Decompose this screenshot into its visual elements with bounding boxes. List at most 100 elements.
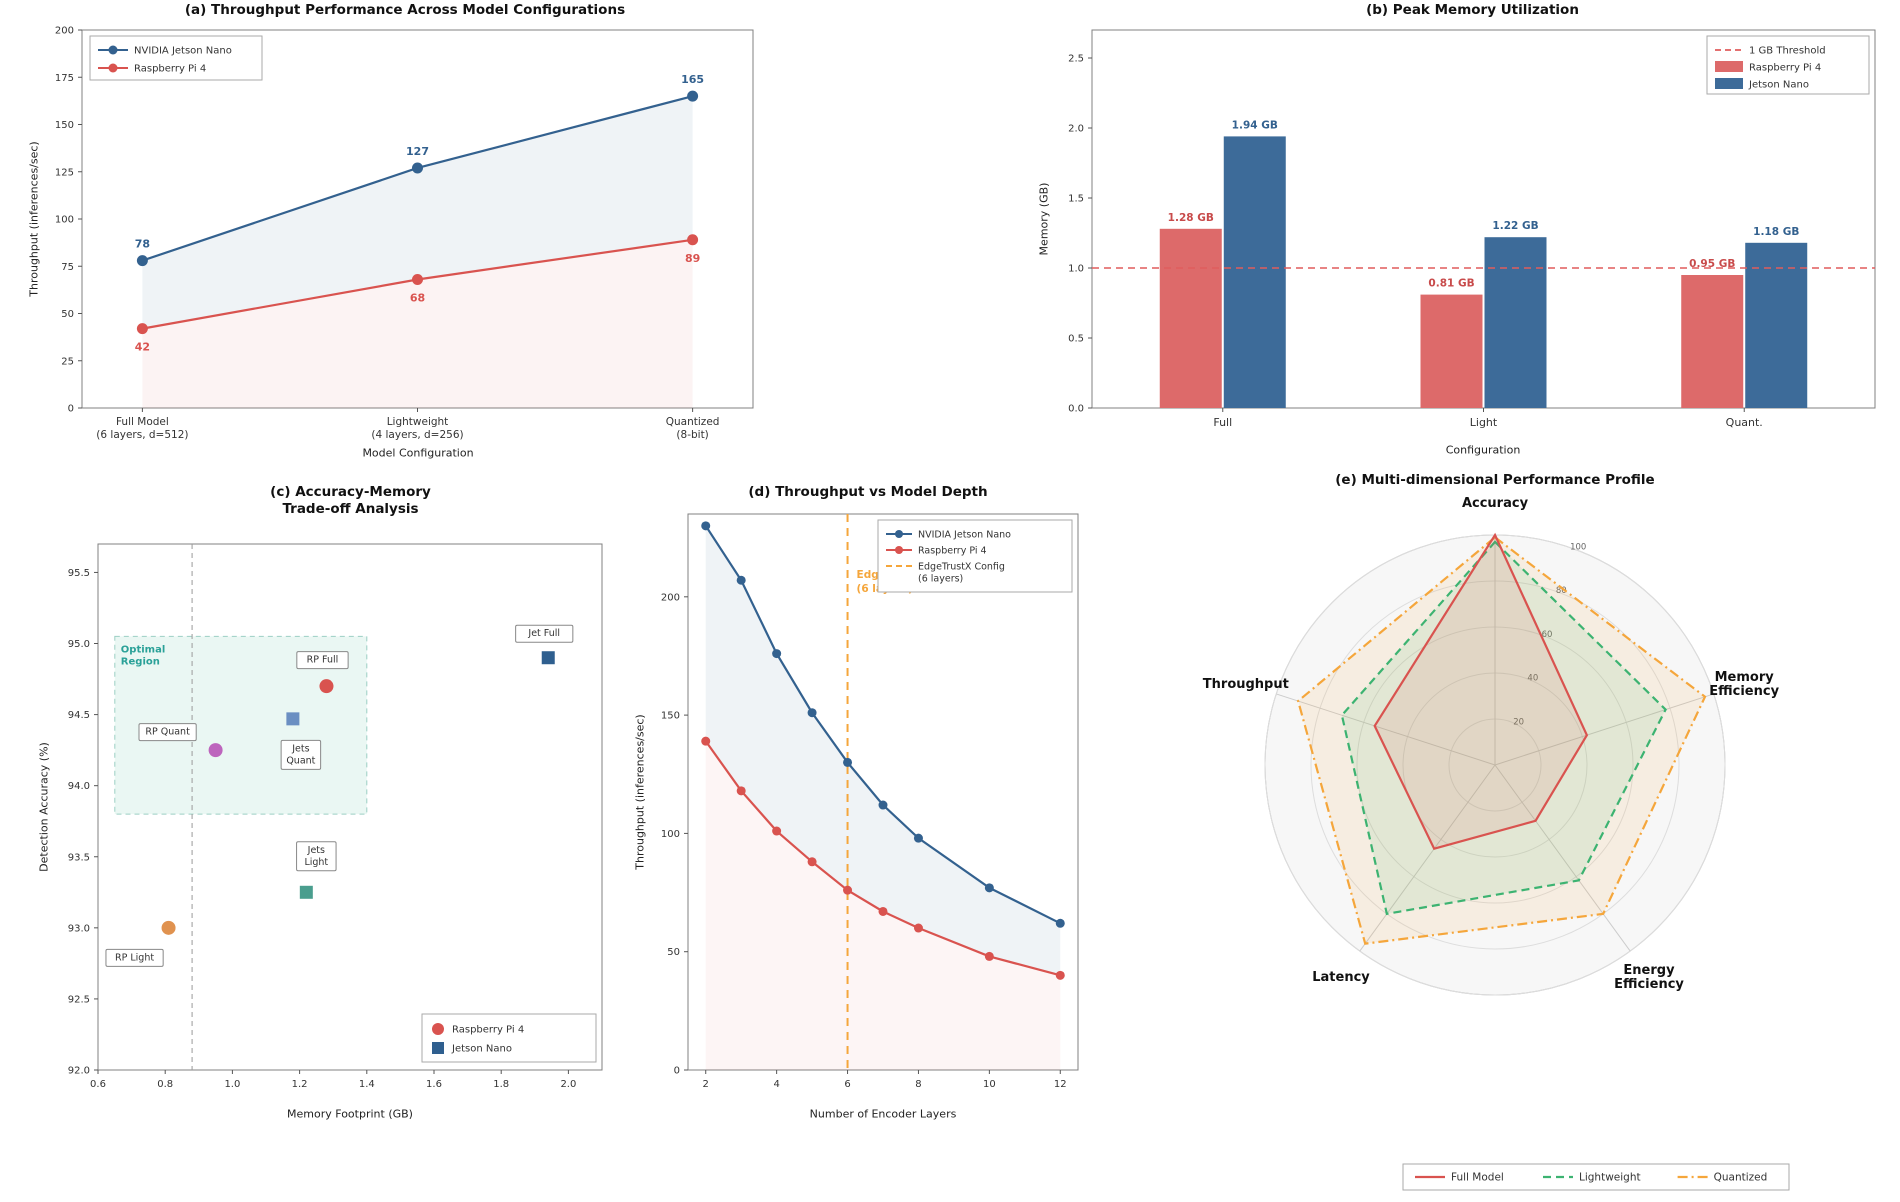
chart-a-xlabel: Model Configuration	[362, 446, 474, 460]
x-tick-label: 0.6	[90, 1079, 106, 1090]
bar-jetson	[1223, 136, 1286, 408]
data-point	[1055, 918, 1065, 928]
y-tick-label: 95.5	[68, 568, 90, 579]
legend-marker	[432, 1042, 444, 1054]
panel-throughput-configurations: (a) Throughput Performance Across Model …	[20, 0, 770, 470]
radar-spoke	[1276, 693, 1496, 766]
chart-e-canvas: 20406080100AccuracyMemoryEfficiencyEnerg…	[1203, 496, 1790, 1191]
x-tick-label: Light	[1470, 416, 1498, 429]
chart-c-title: (c) Accuracy-Memory Trade-off Analysis	[270, 484, 431, 517]
chart-a-title: (a) Throughput Performance Across Model …	[184, 2, 626, 18]
legend-label: Jetson Nano	[1748, 80, 1809, 91]
radar-axis-label: Memory	[1715, 670, 1775, 685]
legend-marker	[108, 63, 118, 73]
legend-label: Lightweight	[1579, 1172, 1641, 1184]
chart-b-xlabel: Configuration	[1445, 443, 1521, 457]
y-tick-label: 150	[661, 711, 680, 722]
point-label: Quant	[286, 755, 315, 766]
data-point	[412, 162, 423, 174]
x-tick-label: (6 layers, d=512)	[96, 429, 188, 441]
point-label-box	[296, 651, 349, 670]
area-under-lower-series	[142, 239, 693, 408]
y-tick-label: 50	[667, 947, 680, 958]
legend-label: Raspberry Pi 4	[134, 64, 206, 75]
y-tick-label: 100	[661, 829, 680, 840]
panel-accuracy-memory-tradeoff: (c) Accuracy-Memory Trade-off Analysis D…	[30, 482, 615, 1142]
radar-area	[1298, 537, 1705, 944]
legend-label: EdgeTrustX Config	[918, 562, 1005, 573]
value-annotation: 127	[406, 145, 429, 158]
x-tick-label: 1.6	[426, 1079, 442, 1090]
x-tick-label: Lightweight	[387, 416, 449, 428]
data-point	[136, 255, 148, 267]
y-tick-label: 50	[61, 309, 74, 320]
legend-label: 1 GB Threshold	[1749, 46, 1826, 57]
data-point	[736, 786, 746, 796]
data-point	[1055, 970, 1065, 980]
point-label: Jets	[307, 845, 325, 856]
legend: 1 GB Threshold Raspberry Pi 4 Jetson Nano	[1706, 35, 1870, 95]
y-tick-label: 125	[55, 167, 74, 178]
legend-box	[89, 35, 263, 81]
chart-d-ylabel: Throughput (inferences/sec)	[633, 714, 647, 870]
legend-label: Quantized	[1714, 1172, 1768, 1184]
point-label-box	[296, 841, 337, 872]
radar-series-outline	[1373, 532, 1589, 851]
point-label: Jet Full	[527, 628, 560, 639]
y-tick-label: 150	[55, 120, 74, 131]
legend-swatch	[1715, 61, 1743, 72]
scatter-point	[319, 679, 334, 694]
radar-rtick-label: 60	[1542, 630, 1553, 640]
bar-value-label: 1.22 GB	[1492, 220, 1538, 232]
bar-rpi	[1159, 228, 1222, 408]
area-between-series	[705, 525, 1061, 976]
data-point	[736, 575, 746, 585]
y-tick-label: 1.5	[1068, 194, 1084, 205]
legend-label: Jetson Nano	[451, 1044, 512, 1055]
data-point	[984, 883, 994, 893]
x-tick-label: 8	[915, 1079, 921, 1090]
point-label: RP Quant	[145, 727, 190, 738]
radar-axis-label: Latency	[1312, 970, 1370, 985]
point-label-box	[280, 739, 322, 770]
data-point	[687, 234, 699, 246]
radar-axis-label: Throughput	[1203, 677, 1289, 692]
legend-label: Raspberry Pi 4	[918, 546, 987, 557]
legend-marker	[432, 1023, 444, 1035]
plot-border	[687, 513, 1079, 1071]
x-tick-label: 1.4	[359, 1079, 375, 1090]
y-tick-label: 95.0	[68, 639, 90, 650]
legend: NVIDIA Jetson Nano Raspberry Pi 4	[89, 35, 263, 81]
y-tick-label: 200	[661, 592, 680, 603]
data-point	[701, 521, 711, 531]
point-label: Light	[304, 857, 328, 868]
chart-c-ylabel: Detection Accuracy (%)	[37, 742, 51, 872]
y-tick-label: 75	[61, 262, 74, 273]
data-point	[807, 857, 817, 867]
chart-d-canvas: 05010015020024681012EdgeTrustX(6 layers)…	[661, 513, 1079, 1090]
chart-b-title: (b) Peak Memory Utilization	[1366, 2, 1579, 18]
data-point	[772, 826, 782, 836]
x-tick-label: 1.2	[292, 1079, 308, 1090]
point-label-box	[515, 624, 574, 643]
y-tick-label: 92.0	[68, 1066, 90, 1077]
legend-label: (6 layers)	[918, 574, 963, 585]
chart-d-xlabel: Number of Encoder Layers	[809, 1107, 957, 1121]
optimal-region-label: Region	[121, 656, 160, 667]
x-tick-label: Quant.	[1726, 416, 1763, 429]
data-point	[136, 323, 148, 335]
point-label-box	[138, 723, 197, 742]
point-label: RP Full	[307, 655, 339, 666]
x-tick-label: (8-bit)	[676, 429, 708, 441]
chart-a-ylabel: Throughput (inferences/sec)	[27, 141, 41, 297]
optimal-region-label: Optimal	[121, 644, 165, 655]
legend-label: Full Model	[1451, 1172, 1504, 1184]
y-tick-label: 200	[55, 26, 74, 37]
bar-value-label: 1.94 GB	[1232, 119, 1278, 131]
scatter-point	[286, 712, 300, 726]
legend-marker	[108, 45, 118, 55]
chart-a-canvas: 0 25 50 75 100 125 150 175 200 Full Model(6 layer…	[55, 26, 754, 441]
chart-d-title: (d) Throughput vs Model Depth	[748, 484, 988, 500]
